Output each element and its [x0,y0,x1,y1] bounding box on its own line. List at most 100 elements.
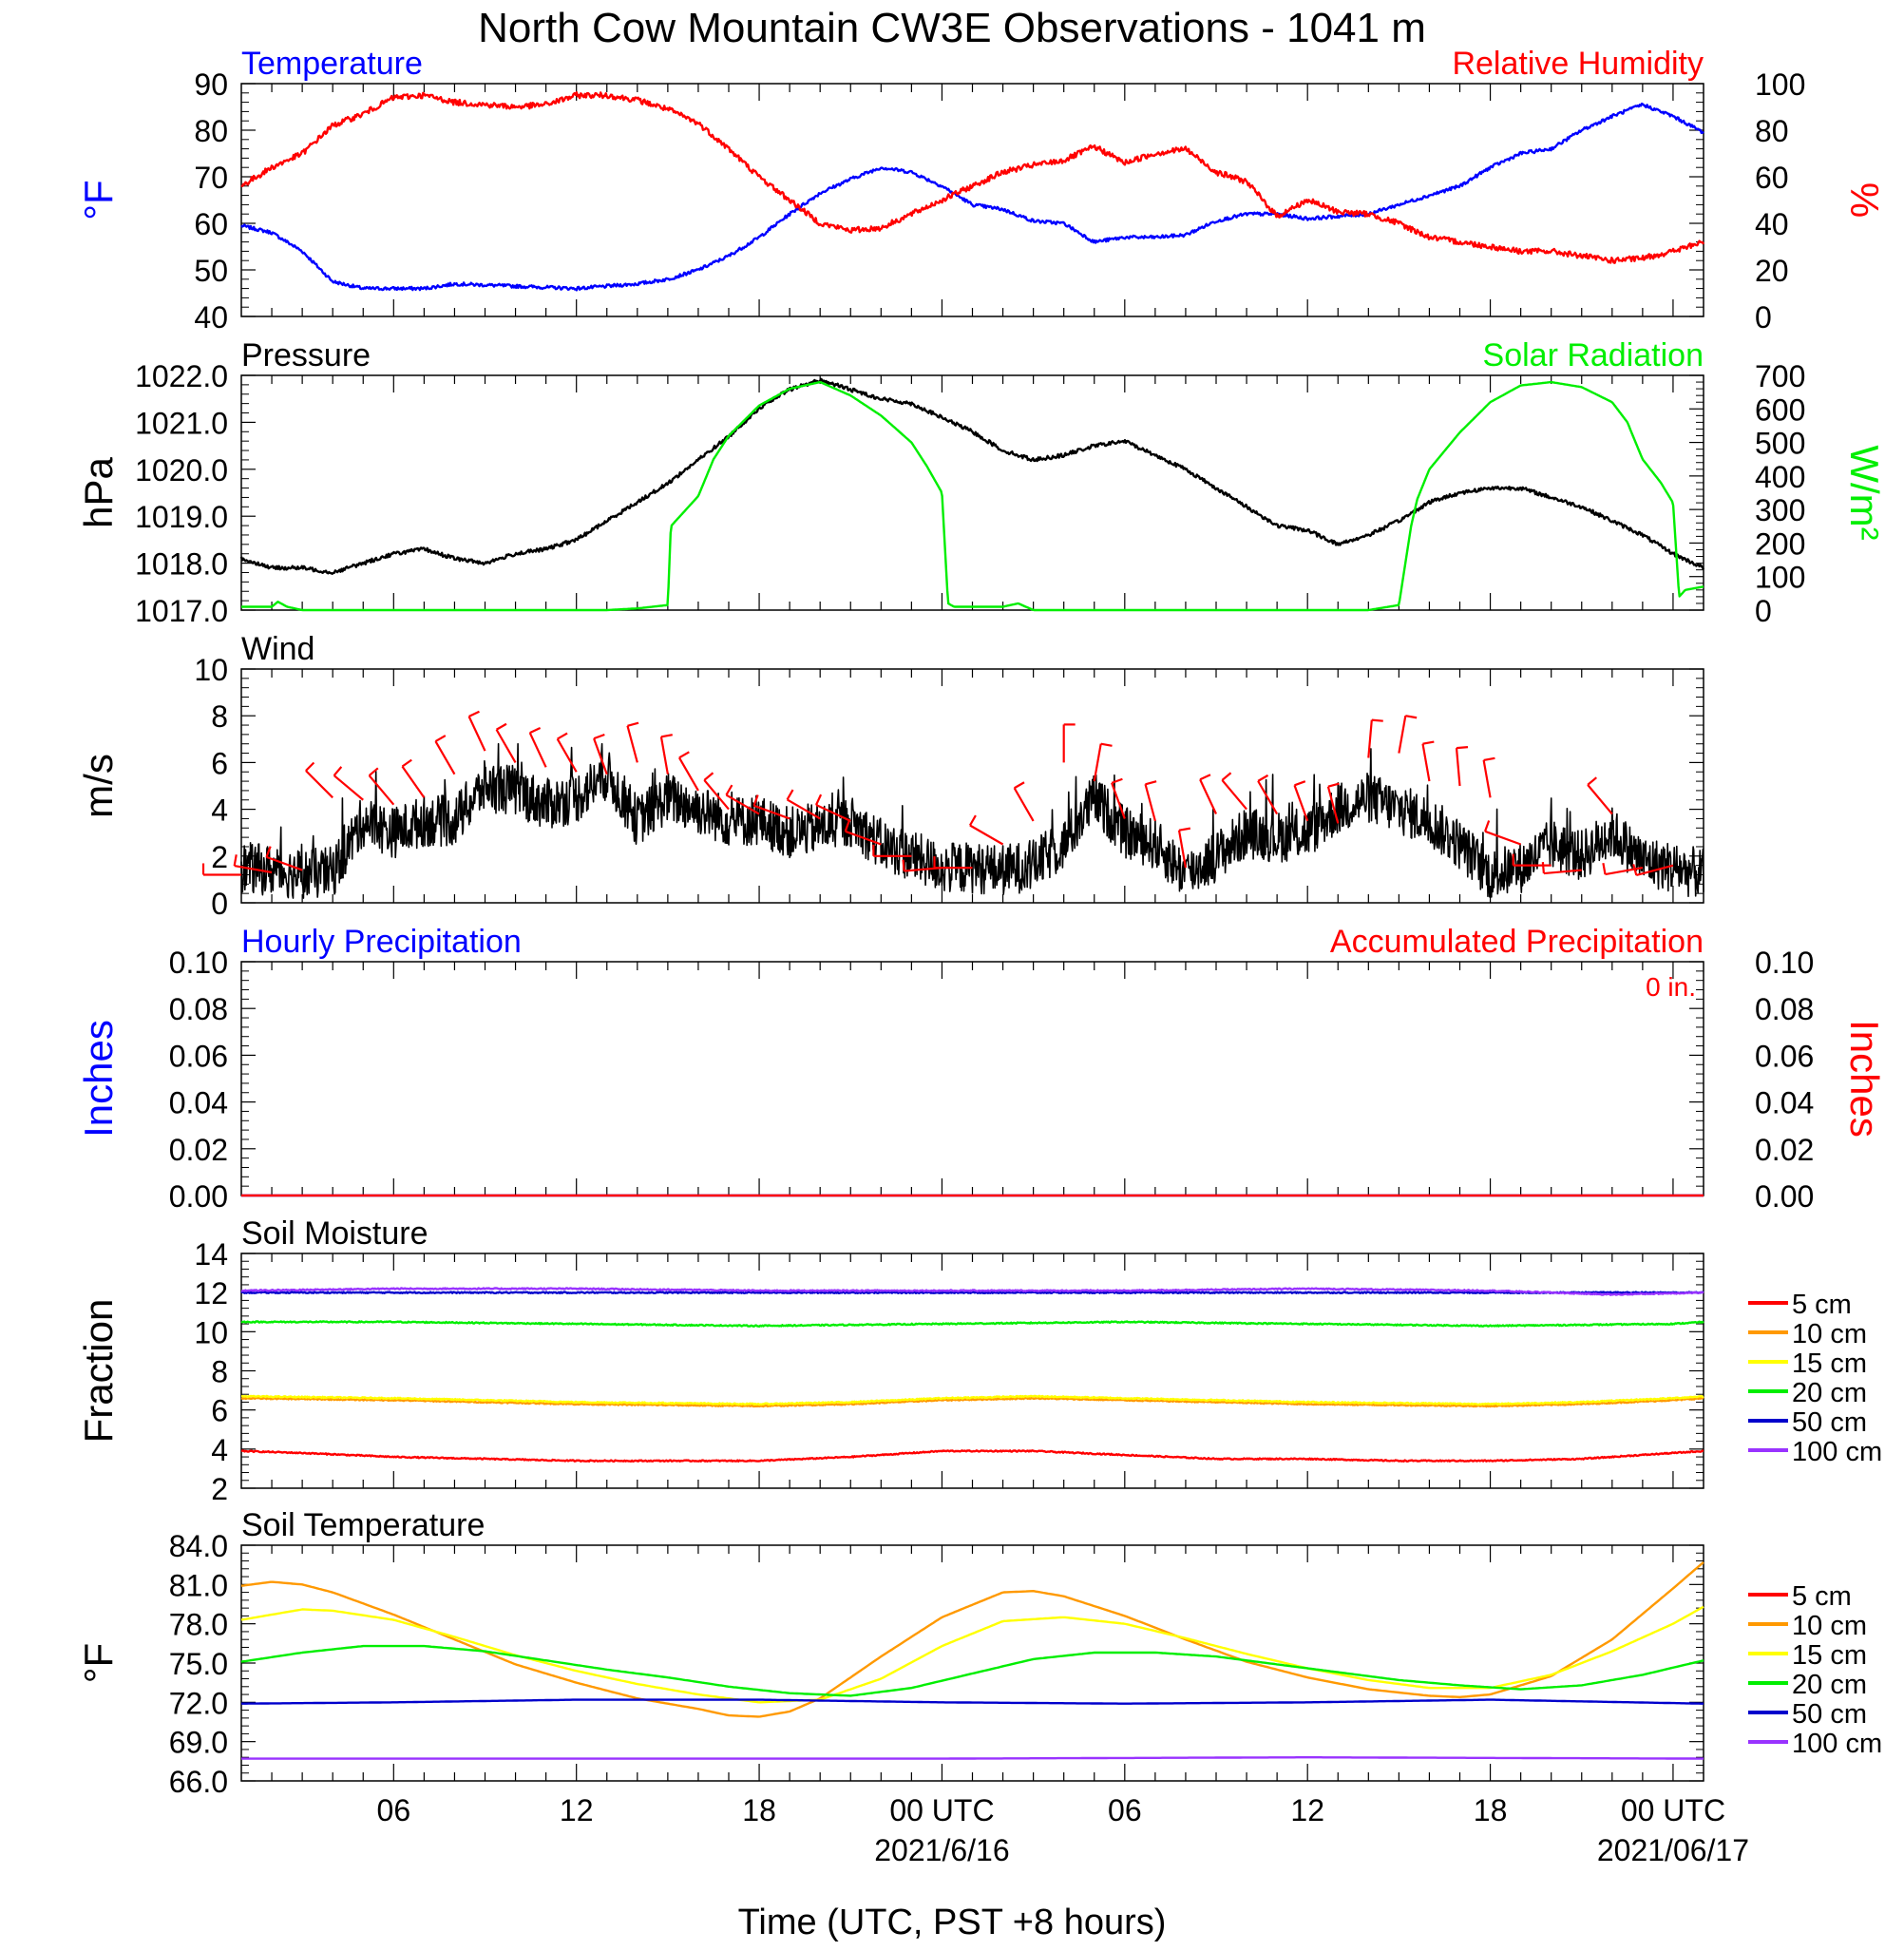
wind-barb [1177,830,1188,869]
panel-soil_temp: 66.0 69.0 72.0 75.0 78.0 81.0 84.0 Soil Tempera… [76,1507,1882,1799]
wind-barb-flag [557,732,568,740]
y-left-tick-label: 10 [194,1315,228,1349]
wind-barb-flag [468,710,480,717]
x-tick-label: 18 [1474,1793,1508,1827]
wind-barb [1326,786,1340,824]
wind-barb [495,729,517,763]
x-tick-label: 00 UTC [889,1793,994,1827]
wind-barb [1199,778,1217,814]
y-left-tick-label: 10 [194,653,228,687]
wind-barb [1144,783,1156,822]
series-line-pressure-solar-radiation [240,380,1704,612]
wind-barb [593,737,608,775]
wind-barb-flag [1145,780,1157,786]
y-right-tick-label: 600 [1755,392,1805,427]
series-line-soil_temp-100-cm [241,1755,1704,1760]
y-right-tick-label: 0 [1755,300,1772,335]
y-left-tick-label: 72.0 [169,1686,228,1720]
y-right-axis-label: Inches [1842,1020,1887,1138]
panel-right-title: Accumulated Precipitation [1330,924,1704,960]
legend-label: 50 cm [1792,1407,1867,1438]
wind-barb [1455,748,1461,787]
y-left-tick-label: 8 [211,699,228,734]
wind-barb [333,775,364,801]
wind-barb [703,779,730,811]
wind-barb [1482,759,1492,798]
panel-precip: 0.00 0.02 0.04 0.06 0.08 0.10 0.00 0.02 0.04 0.06… [76,924,1887,1214]
x-date-label: 2021/6/16 [874,1833,1009,1867]
panel-left-title: Temperature [241,46,423,82]
y-left-tick-label: 1022.0 [135,359,228,393]
y-left-tick-label: 12 [194,1276,228,1310]
wind-barb-flag [752,794,759,807]
y-left-tick-label: 6 [211,1394,228,1428]
wind-barb [434,740,456,775]
wind-barb [1257,780,1279,815]
series-line-soil_moisture-5-cm [240,1449,1704,1463]
wind-barb-flag [660,734,673,738]
legend-label: 15 cm [1792,1348,1867,1379]
wind-barb-flag [1327,782,1340,788]
wind-barb-flag [1371,718,1383,722]
y-left-axis-label: °F [76,1643,121,1683]
panel-frame [240,83,1704,317]
y-left-tick-label: 90 [194,67,228,102]
wind-barb [368,775,395,806]
wind-barb-flag [844,820,850,832]
wind-barb-flag [368,767,379,776]
series-line-soil_moisture-100-cm [240,1287,1704,1296]
legend-label: 15 cm [1792,1640,1867,1671]
panel-pressure: 1017.0 1018.0 1019.0 1020.0 1021.0 1022.0 0100… [76,337,1887,628]
panel-wind: 0 2 4 6 8 10 Wind m/s [76,631,1704,921]
wind-barb [845,830,882,846]
panel-frame [240,1544,1704,1782]
wind-barb-flag [1484,820,1491,832]
series-line-soil_moisture-50-cm [240,1291,1704,1295]
x-axis-label: Time (UTC, PST +8 hours) [738,1903,1167,1942]
wind-barb [401,765,426,798]
wind-barb-flag [233,854,238,867]
wind-barb [1543,869,1582,875]
y-right-tick-label: 100 [1755,561,1805,595]
panel-left-title: Soil Moisture [241,1215,428,1252]
y-right-tick-label: 0.06 [1755,1039,1814,1073]
x-tick-label: 12 [560,1793,594,1827]
y-left-tick-label: 40 [194,300,228,335]
wind-barb-flag [678,751,690,759]
wind-barb-flag [434,735,447,743]
y-left-tick-label: 4 [211,794,228,828]
x-tick-label: 06 [1108,1793,1142,1827]
panel-right-title: Solar Radiation [1483,337,1704,373]
y-left-tick-label: 0.06 [169,1039,228,1073]
wind-barb [1421,743,1431,782]
wind-barb-flag [593,733,605,740]
y-left-tick-label: 0.02 [169,1133,228,1167]
y-right-tick-label: 40 [1755,207,1789,241]
y-left-tick-label: 14 [194,1237,228,1272]
y-right-tick-label: 200 [1755,526,1805,561]
wind-barb-flag [1178,827,1191,832]
legend-label: 10 cm [1792,1319,1867,1349]
legend-label: 100 cm [1792,1729,1882,1759]
wind-barb [1367,719,1373,758]
y-left-tick-label: 75.0 [169,1647,228,1681]
wind-barb-flag [1100,742,1113,747]
y-left-tick-label: 2 [211,1472,228,1506]
y-right-tick-label: 500 [1755,427,1805,461]
panel-left-title: Pressure [241,337,371,373]
wind-barb [969,824,1004,846]
wind-barb-flag [1456,746,1469,750]
legend-label: 5 cm [1792,1290,1852,1320]
series-line-wind-wind-speed [240,742,1704,899]
series-line-soil_temp-15-cm [240,1605,1704,1704]
y-left-tick-label: 6 [211,746,228,780]
y-right-tick-label: 0.04 [1755,1086,1814,1120]
y-right-axis-label: W/m² [1842,445,1887,540]
wind-barb [556,738,578,773]
wind-barb [1587,784,1613,815]
legend-label: 10 cm [1792,1611,1867,1641]
legend-label: 5 cm [1792,1581,1852,1612]
y-left-axis-label: Inches [76,1020,121,1138]
wind-barb-flag [529,726,542,735]
